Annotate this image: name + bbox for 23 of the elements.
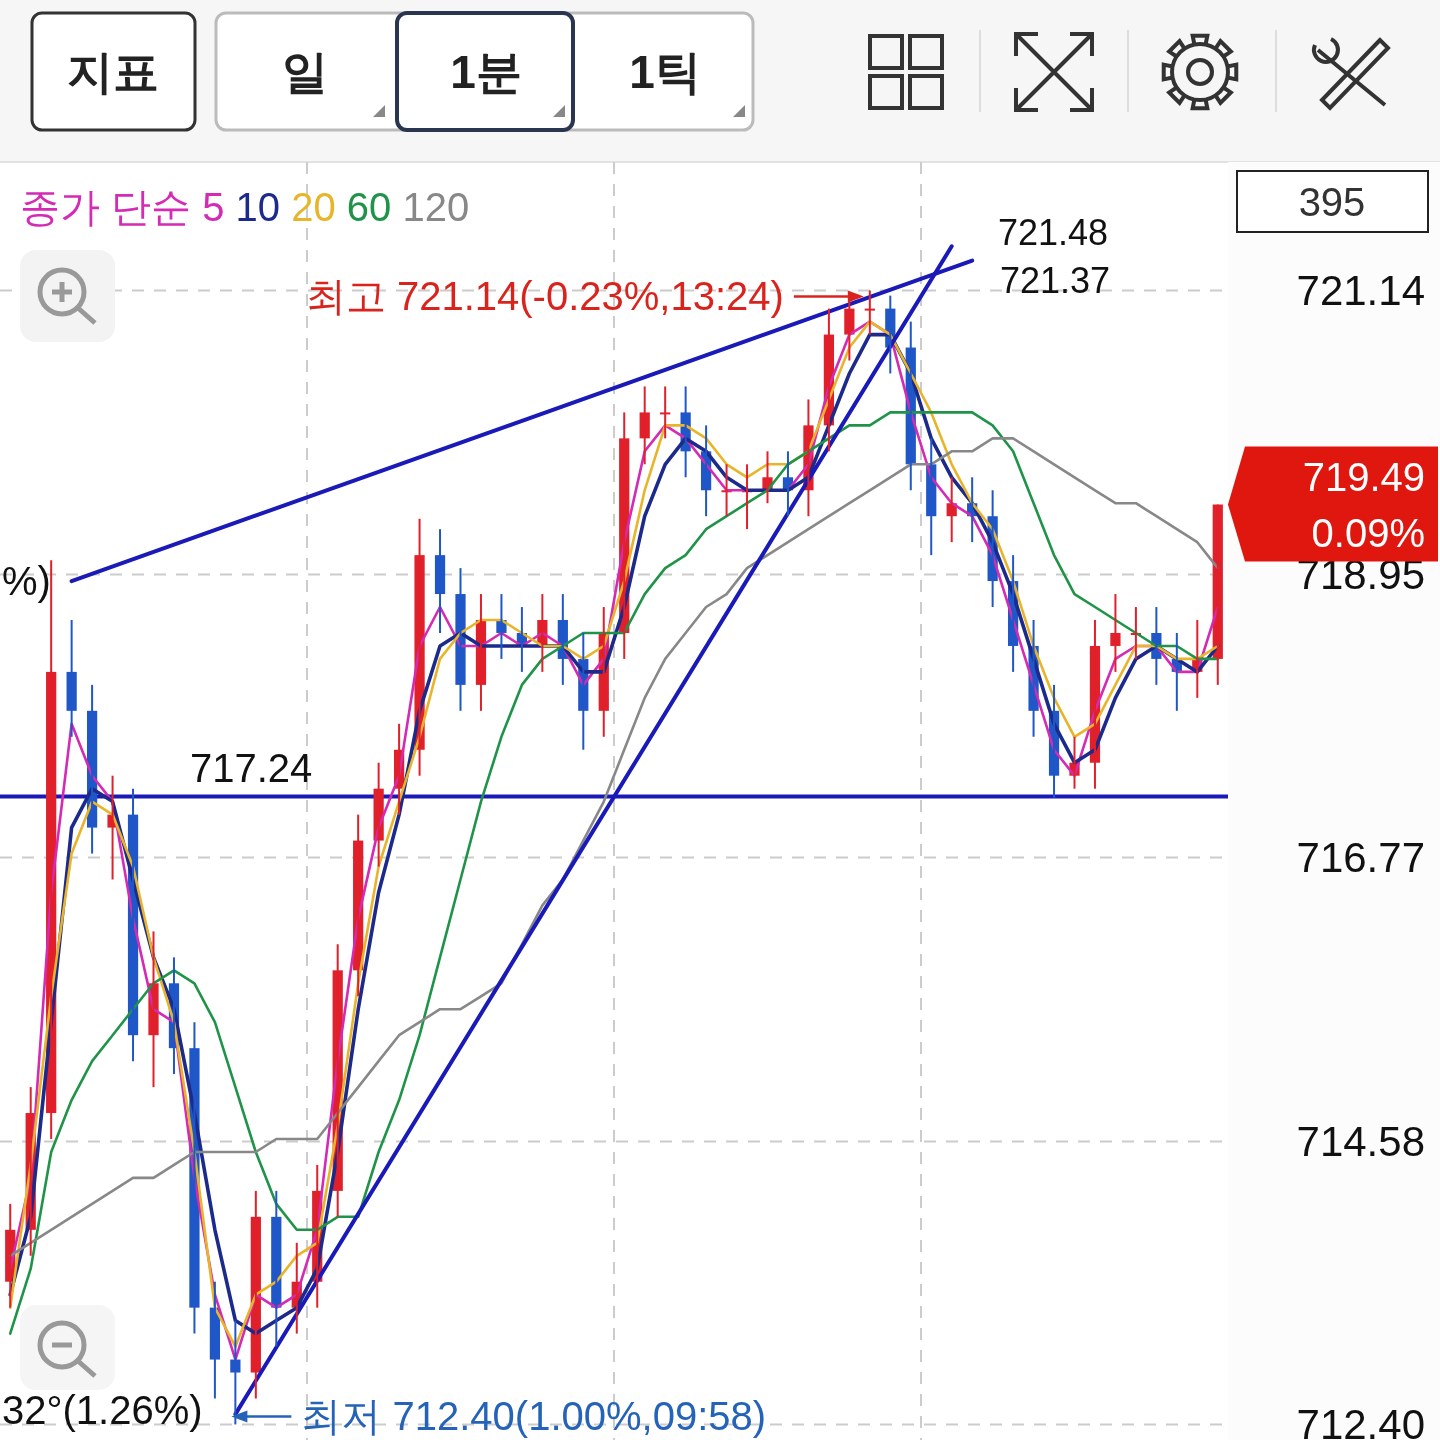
text: 120 [402,185,470,229]
text: 20 [291,185,347,229]
text: 10 [235,185,292,229]
y-tick-label: 716.77 [1296,833,1425,881]
text: 1틱 [629,46,701,98]
annotation: 32°(1.26%) [2,1388,203,1433]
annotation: 721.37 [1000,260,1111,302]
ref-line-label: 717.24 [190,746,313,791]
y-tick-label: 712.40 [1296,1400,1425,1440]
text: 395 [1298,180,1366,224]
text: 일 [282,46,328,98]
text: 지표 [67,46,159,98]
annotation: 최저 712.40(1.00%,09:58) [301,1394,767,1439]
annotation: 721.48 [998,211,1109,253]
legend-title: 종가 단순 [20,185,203,229]
text: 5 [202,185,236,229]
text: 1분 [450,46,522,98]
text: 719.49 [1302,454,1425,499]
y-tick-label: 721.14 [1296,266,1425,314]
annotation: 최고 721.14(-0.23%,13:24) [305,274,784,319]
text: 60 [346,185,403,229]
y-tick-label: 714.58 [1296,1118,1425,1166]
annotation: %) [2,559,51,604]
